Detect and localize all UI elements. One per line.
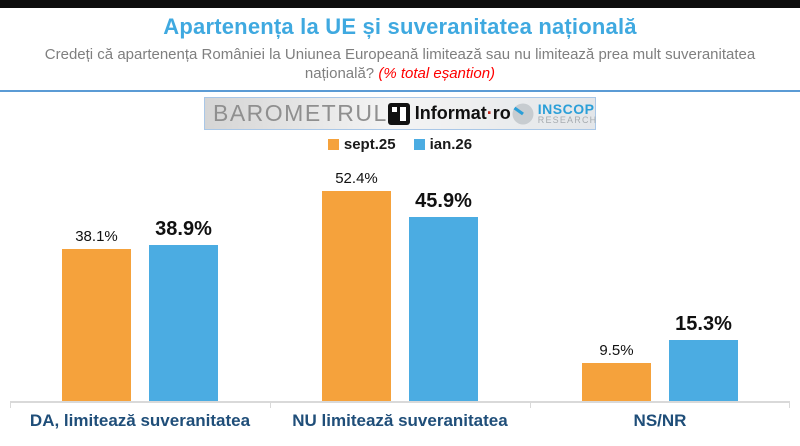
legend-label-ian26: ian.26 [429, 136, 473, 153]
bar-cell: 9.5% [582, 342, 651, 401]
inscop-logo-text: INSCOP RESEARCH [538, 102, 598, 125]
value-label: 9.5% [599, 342, 634, 359]
bar-cell: 52.4% [322, 170, 391, 401]
informat-i-dot [391, 106, 397, 112]
legend-label-sept25: sept.25 [343, 136, 396, 153]
chart-legend: sept.25 ian.26 [0, 136, 800, 153]
bar-ian.26 [149, 245, 218, 401]
category-label: NU limitează suveranitatea [292, 411, 508, 430]
legend-item-sept25: sept.25 [327, 136, 396, 153]
page-title: Apartenența la UE și suveranitatea națio… [163, 14, 637, 39]
bar-group: 38.1% 38.9% [10, 161, 270, 401]
bar-cell: 45.9% [409, 190, 478, 401]
sample-note: (% total eșantion) [378, 65, 496, 82]
value-label: 38.1% [75, 227, 118, 245]
value-label: 15.3% [675, 312, 732, 335]
bar-sept.25 [582, 363, 651, 401]
inscop-name: INSCOP [537, 101, 595, 117]
plot-area: 38.1% 38.9% 52.4% 45.9% 9.5% 15.3% [10, 161, 790, 401]
bar-group: 9.5% 15.3% [530, 161, 790, 401]
survey-question-text: Credeți că apartenența României la Uniun… [44, 46, 756, 82]
category-label: NS/NR [633, 411, 687, 430]
bar-sept.25 [322, 191, 391, 401]
top-black-bar [0, 0, 800, 8]
informat-i-stem [399, 106, 406, 121]
header-divider [0, 90, 800, 92]
bar-cell: 38.1% [62, 228, 131, 401]
bar-ian.26 [409, 217, 478, 401]
informat-logo-text: Informat·ro [414, 103, 511, 123]
legend-swatch-ian26 [413, 139, 425, 150]
inscop-research-logo: INSCOP RESEARCH [511, 102, 598, 126]
category-label: DA, limitează suveranitatea [29, 411, 251, 430]
informat-dot-separator: · [486, 103, 493, 123]
axis-tick [530, 403, 531, 408]
bar-ian.26 [669, 339, 738, 401]
informat-ro-logo: Informat·ro [387, 102, 511, 125]
bar-group: 52.4% 45.9% [270, 161, 530, 401]
legend-swatch-sept25 [327, 139, 339, 150]
branding-strip: BAROMETRUL Informat·ro INSCOP RESEARCH [204, 97, 596, 130]
category-labels-row: DA, limitează suveranitatea NU limitează … [10, 411, 790, 431]
bar-cell: 15.3% [669, 313, 738, 401]
x-axis-baseline [10, 401, 790, 408]
axis-tick [269, 403, 271, 408]
legend-item-ian26: ian.26 [413, 136, 473, 153]
value-label: 52.4% [335, 170, 378, 188]
informat-i-icon [387, 102, 410, 125]
inscop-clock-icon [512, 103, 534, 124]
value-label: 38.9% [155, 218, 212, 241]
inscop-research-label: RESEARCH [537, 115, 598, 125]
axis-tick [10, 403, 11, 408]
bar-chart: 38.1% 38.9% 52.4% 45.9% 9.5% 15.3% DA, limite… [10, 161, 790, 431]
bar-sept.25 [62, 248, 131, 401]
axis-tick [789, 403, 790, 408]
bar-cell: 38.9% [149, 218, 218, 401]
survey-question: Credeți că apartenența României la Uniun… [38, 45, 762, 83]
barometrul-logo-text: BAROMETRUL [213, 100, 388, 126]
value-label: 45.9% [415, 190, 472, 213]
